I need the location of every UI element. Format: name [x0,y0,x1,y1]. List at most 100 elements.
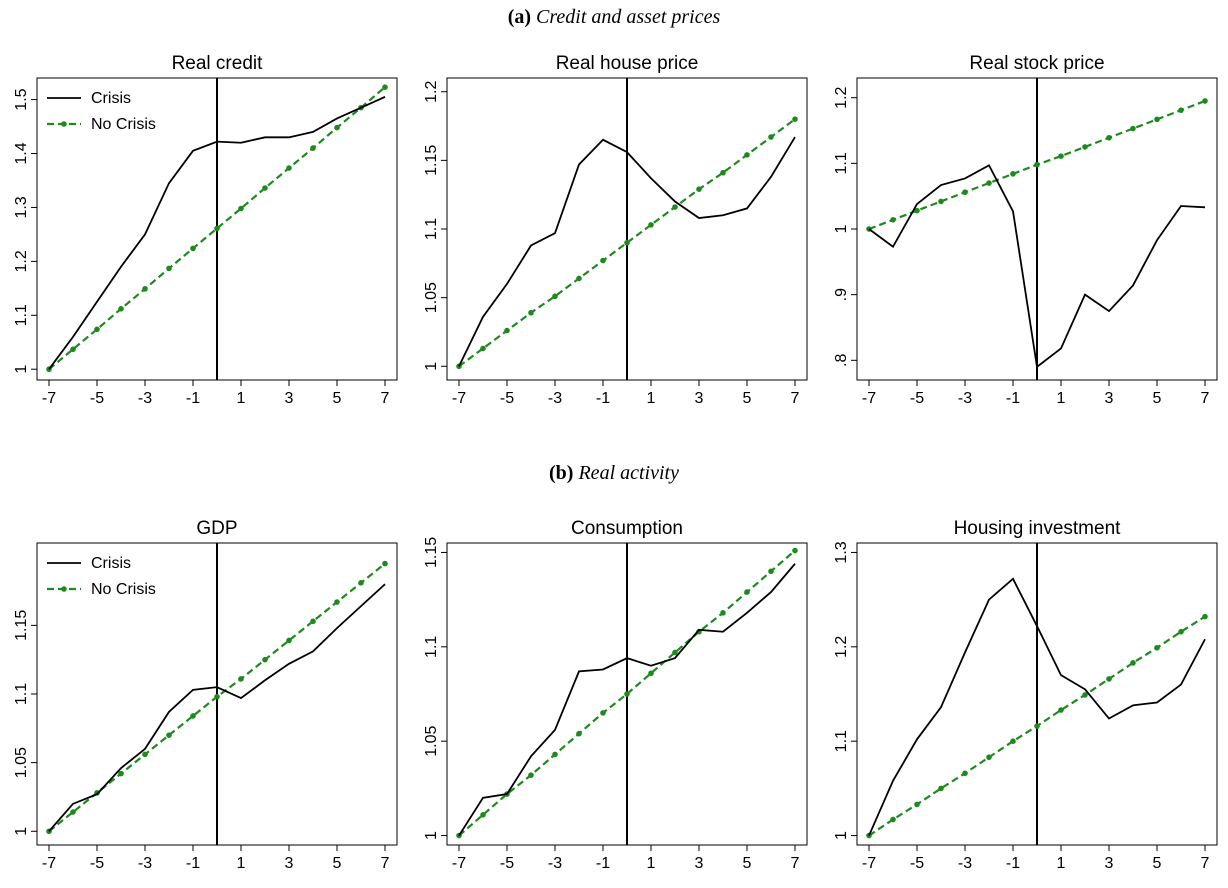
x-tick-label: -7 [862,390,876,407]
series-no-crisis-point [334,124,340,131]
y-tick-label: 1 [833,224,850,233]
series-no-crisis-point [166,265,172,272]
plot-title: Real stock price [969,53,1104,74]
series-no-crisis-point [190,245,196,252]
series-no-crisis-point [890,217,896,223]
series-no-crisis-point [382,84,388,90]
x-tick-label: 3 [1105,390,1114,407]
series-no-crisis-point [986,180,992,186]
series-no-crisis-point [624,691,630,697]
series-no-crisis-point [962,189,968,196]
y-tick-label: 1.15 [13,610,30,641]
series-no-crisis-point [552,293,558,300]
series-no-crisis-point [986,754,992,761]
series-no-crisis-point [672,649,678,656]
x-tick-label: -1 [1006,390,1020,407]
y-tick-label: 1 [423,362,440,371]
y-tick-label: 1 [13,827,30,836]
series-no-crisis-point [768,134,774,140]
series-no-crisis-line [458,549,796,837]
x-tick-label: -5 [910,390,924,407]
plot-title: GDP [196,518,237,539]
series-no-crisis-point [1058,153,1064,159]
x-tick-label: -7 [452,390,466,407]
series-no-crisis-point [334,599,340,605]
series-no-crisis-point [624,239,630,246]
legend-crisis-label: Crisis [91,90,131,107]
series-no-crisis-line [48,86,386,371]
chart-real-house-price: Real house price -7 -5 -3 -1 1 3 5 7 1 1.05 1.1 1.15… [423,53,808,407]
x-tick-label: -3 [958,390,972,407]
x-tick-label: 7 [1201,855,1210,872]
x-tick-label: -5 [500,855,514,872]
y-tick-label: 1.1 [833,152,850,174]
x-tick-label: -5 [90,390,104,407]
x-tick-label: 5 [1153,855,1162,872]
series-no-crisis-point [962,770,968,777]
x-tick-label: -5 [90,855,104,872]
x-tick-label: 1 [1057,855,1066,872]
series-no-crisis-point [1202,98,1208,104]
series-no-crisis-point [214,693,220,700]
series-no-crisis-point [504,327,510,334]
y-tick-label: 1 [833,831,850,840]
y-tick-label: 1.2 [13,250,30,272]
x-tick-label: 3 [1105,855,1114,872]
series-no-crisis-point [600,710,606,716]
x-tick-label: -1 [596,390,610,407]
series-no-crisis-point [118,770,124,777]
x-tick-label: -7 [452,855,466,872]
series-no-crisis-point [914,207,920,214]
series-no-crisis-point [768,568,774,575]
series-no-crisis-point [70,809,76,815]
x-tick-label: -1 [186,390,200,407]
series-no-crisis-point [1130,660,1136,666]
plot-title: Real house price [556,53,699,74]
series-crisis-line [48,583,386,832]
x-tick-label: 7 [791,855,800,872]
series-no-crisis-point [238,205,244,212]
legend-no-crisis-label: No Crisis [91,116,156,133]
series-no-crisis-point [286,165,292,171]
series-no-crisis-point [238,676,244,682]
x-tick-label: 7 [381,855,390,872]
chart-real-stock-price: Real stock price -7 -5 -3 -1 1 3 5 7 .8 .9 1 1.1 1.2 [833,53,1218,407]
series-no-crisis-point [528,772,534,778]
y-tick-label: 1.3 [833,541,850,563]
legend-no-crisis-label: No Crisis [91,581,156,598]
series-no-crisis-point [672,204,678,210]
y-tick-label: 1.3 [13,196,30,218]
panel-b-label: (b) [549,462,574,484]
y-tick-label: 1.4 [13,142,30,164]
y-tick-label: 1.2 [833,636,850,658]
x-tick-label: 1 [647,855,656,872]
chart-gdp: GDP -7 -5 -3 -1 1 3 5 7 1 1.05 1.1 1.15 Crisis No Cris… [13,518,398,872]
legend-no-crisis-marker [61,586,67,592]
x-tick-label: 5 [333,390,342,407]
panel-a-caption-text: Credit and asset prices [536,6,721,28]
series-no-crisis-point [938,785,944,792]
series-no-crisis-point [142,751,148,758]
series-no-crisis-point [552,751,558,758]
series-no-crisis-point [600,257,606,264]
panel-a-label: (a) [507,6,532,28]
legend-no-crisis-marker [61,121,67,127]
x-tick-label: -3 [138,390,152,407]
series-no-crisis-point [744,589,750,595]
series-no-crisis-point [576,730,582,737]
x-tick-label: -5 [910,855,924,872]
series-crisis-line [48,96,386,370]
y-tick-label: 1.2 [423,81,440,103]
x-tick-label: -7 [42,855,56,872]
series-no-crisis-point [1034,723,1040,729]
chart-real-credit: Real credit -7 -5 -3 -1 1 3 5 7 1 1.1 1.2 1.3 1.4 1.5 C… [13,53,398,407]
series-no-crisis-point [480,812,486,818]
series-no-crisis-point [720,169,726,176]
series-no-crisis-point [1130,125,1136,132]
panel-b-caption-text: Real activity [578,462,679,484]
chart-housing-investment: Housing investment -7 -5 -3 -1 1 3 5 7 1 1.1 1.2 1.3 [833,518,1218,872]
y-tick-label: 1.1 [13,304,30,326]
panel-a-caption: (a) Credit and asset prices [0,6,1228,29]
series-no-crisis-point [1034,161,1040,168]
series-no-crisis-line [458,118,796,368]
